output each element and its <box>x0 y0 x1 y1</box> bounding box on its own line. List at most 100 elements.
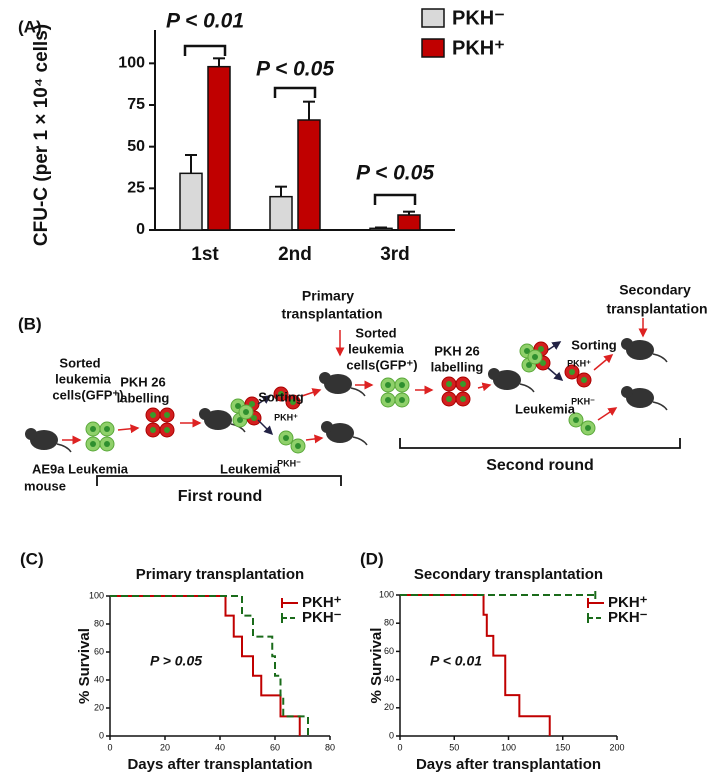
y-tick-label: 100 <box>118 55 145 72</box>
arrow <box>597 407 618 421</box>
cell-nucleus <box>164 412 170 418</box>
cell-nucleus <box>581 377 587 383</box>
diagram-label: cells(GFP⁺) <box>346 357 417 372</box>
cell-nucleus <box>104 441 110 447</box>
significance-bracket <box>183 44 227 56</box>
cell-nucleus <box>90 426 96 432</box>
diagram-label: cells(GFP⁺) <box>52 387 123 402</box>
y-tick-label: 60 <box>94 646 104 656</box>
x-tick-label: 50 <box>449 742 459 752</box>
mouse <box>493 370 521 390</box>
cell-nucleus <box>243 409 249 415</box>
diagram-label: Sorted <box>355 325 396 340</box>
diagram-label: PKH 26 <box>434 343 480 358</box>
bracket <box>399 438 681 449</box>
mouse <box>326 423 354 443</box>
diagram-label: Primary <box>302 288 354 304</box>
arrow <box>305 434 324 444</box>
y-tick-label: 50 <box>127 138 145 155</box>
survival-curve <box>400 594 551 736</box>
y-tick-label: 25 <box>127 180 145 197</box>
cell-nucleus <box>399 397 405 403</box>
cell-nucleus <box>278 391 284 397</box>
diagram-label: leukemia <box>55 371 111 386</box>
arrow <box>547 367 564 381</box>
cell-nucleus <box>532 354 538 360</box>
legend-swatch <box>421 8 445 28</box>
legend-label: PKH⁺ <box>452 37 505 59</box>
legend-swatch <box>421 38 445 58</box>
arrow <box>301 388 322 397</box>
mouse-tail <box>652 353 668 363</box>
diagram-label: labelling <box>117 390 170 405</box>
mouse <box>626 340 654 360</box>
chart-title: Secondary transplantation <box>414 566 603 583</box>
mouse <box>324 374 352 394</box>
panel-label: (C) <box>20 549 44 568</box>
error-bar <box>185 154 197 174</box>
y-tick-label: 20 <box>384 702 394 712</box>
panel-label: (B) <box>18 314 42 333</box>
cell-nucleus <box>90 441 96 447</box>
cell-nucleus <box>150 412 156 418</box>
mouse-tail <box>56 443 72 453</box>
legend-label: PKH⁻ <box>452 7 505 29</box>
error-bar <box>403 210 415 215</box>
arrow <box>593 354 614 371</box>
y-tick-label: 100 <box>379 589 394 599</box>
cell-nucleus <box>290 399 296 405</box>
x-tick-label: 0 <box>397 742 402 752</box>
y-tick-label: 20 <box>94 702 104 712</box>
bar <box>297 119 321 231</box>
x-tick-label: 20 <box>160 742 170 752</box>
bar <box>179 172 203 231</box>
legend-label: PKH⁺ <box>302 594 342 611</box>
annotation: P > 0.05 <box>150 653 202 669</box>
mouse-tail <box>519 383 535 393</box>
diagram-label: Sorting <box>571 337 617 352</box>
diagram-label: PKH⁻ <box>571 396 595 406</box>
y-tick-label: 75 <box>127 96 145 113</box>
x-tick-label: 3rd <box>380 244 410 265</box>
annotation: P < 0.05 <box>356 162 434 185</box>
cell-nucleus <box>283 435 289 441</box>
mouse-head <box>199 408 211 420</box>
mouse-tail <box>652 401 668 411</box>
cell-nucleus <box>446 381 452 387</box>
mouse-head <box>488 368 500 380</box>
diagram-label: Leukemia <box>220 461 281 476</box>
y-tick-label: 0 <box>99 730 104 740</box>
arrow <box>477 382 492 392</box>
cell-nucleus <box>235 403 241 409</box>
annotation: P < 0.01 <box>166 10 244 33</box>
diagram-label: PKH⁺ <box>274 412 298 422</box>
cell-nucleus <box>446 396 452 402</box>
cell-nucleus <box>385 382 391 388</box>
cell-nucleus <box>385 397 391 403</box>
bar <box>369 227 393 231</box>
annotation: P < 0.01 <box>430 653 482 669</box>
legend-label: PKH⁺ <box>608 594 648 611</box>
diagram-label: First round <box>178 488 262 505</box>
mouse-head <box>621 338 633 350</box>
error-bar <box>303 100 315 120</box>
error-bar <box>213 57 225 67</box>
diagram-label: Sorting <box>258 389 304 404</box>
y-tick-label: 80 <box>94 618 104 628</box>
diagram-label: labelling <box>431 359 484 374</box>
x-tick-label: 0 <box>107 742 112 752</box>
diagram-label: Second round <box>486 457 594 474</box>
significance-bracket <box>373 193 417 205</box>
diagram-label: Secondary <box>619 282 691 298</box>
y-tick-label: 40 <box>94 674 104 684</box>
arrow <box>547 341 562 351</box>
mouse <box>204 410 232 430</box>
bracket <box>96 475 342 486</box>
x-tick-label: 2nd <box>278 244 312 265</box>
x-axis-label: Days after transplantation <box>127 756 312 773</box>
bar <box>207 65 231 231</box>
mouse-head <box>321 421 333 433</box>
cell-nucleus <box>460 381 466 387</box>
